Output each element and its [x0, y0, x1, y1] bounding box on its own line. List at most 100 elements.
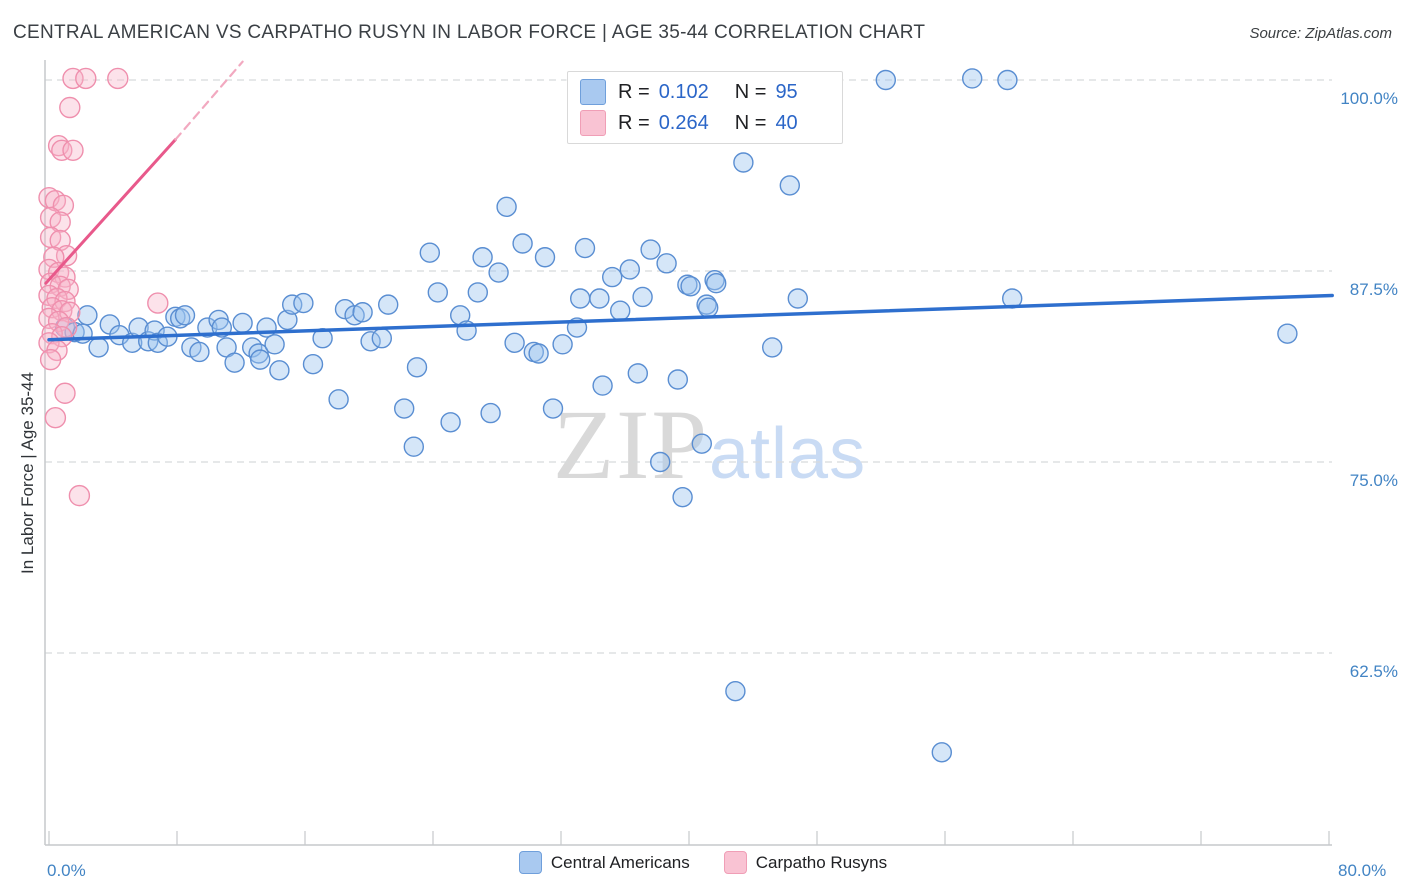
n-value: 40 — [775, 111, 798, 134]
scatter-point-central-americans — [496, 196, 517, 218]
zipatlas-watermark: ZIPatlas — [553, 395, 866, 504]
scatter-point-carpatho-rusyns — [44, 406, 67, 429]
scatter-point-central-americans — [779, 175, 800, 196]
scatter-point-central-americans — [680, 276, 701, 297]
scatter-point-central-americans — [378, 294, 399, 315]
scatter-point-central-americans — [488, 262, 509, 283]
watermark-zip: ZIP — [553, 389, 709, 500]
scatter-point-carpatho-rusyns — [68, 484, 91, 507]
x-axis-max-label: 80.0% — [1338, 861, 1387, 880]
scatter-point-central-americans — [672, 486, 693, 508]
scatter-point-carpatho-rusyns — [38, 332, 60, 354]
scatter-point-central-americans — [650, 451, 671, 473]
scatter-point-central-americans — [427, 282, 448, 303]
scatter-point-central-americans — [667, 369, 688, 390]
series-legend: Central Americans Carpatho Rusyns — [0, 851, 1406, 874]
watermark-atlas: atlas — [709, 414, 867, 494]
scatter-point-central-americans — [1277, 323, 1298, 344]
n-value: 95 — [775, 80, 798, 103]
scatter-point-central-americans — [931, 742, 952, 763]
scatter-point-carpatho-rusyns — [147, 292, 169, 314]
scatter-point-carpatho-rusyns — [62, 139, 84, 161]
page-title: CENTRAL AMERICAN VS CARPATHO RUSYN IN LA… — [13, 22, 926, 43]
y-tick-label-87-5: 87.5% — [1349, 280, 1398, 299]
correlation-legend-box: R = 0.102 N = 95 R = 0.264 N = 40 — [567, 71, 843, 144]
scatter-point-carpatho-rusyns — [51, 139, 73, 161]
scatter-point-central-americans — [328, 389, 349, 410]
scatter-point-central-americans — [574, 237, 596, 259]
scatter-point-central-americans — [419, 242, 440, 263]
scatter-point-central-americans — [875, 69, 896, 91]
scatter-point-carpatho-rusyns — [39, 348, 62, 371]
n-label: N = — [734, 111, 767, 134]
scatter-point-central-americans — [344, 305, 365, 326]
scatter-point-central-americans — [962, 68, 983, 89]
scatter-point-central-americans — [570, 288, 591, 309]
scatter-point-carpatho-rusyns — [59, 96, 81, 119]
legend-label: Central Americans — [550, 852, 690, 872]
scatter-point-central-americans — [602, 266, 623, 288]
scatter-point-central-americans — [542, 398, 564, 419]
scatter-point-central-americans — [552, 334, 573, 355]
central-american-trend — [47, 293, 1334, 342]
scatter-point-central-americans — [691, 433, 712, 454]
scatter-point-carpatho-rusyns — [54, 382, 76, 404]
scatter-point-central-americans — [109, 324, 130, 346]
scatter-point-carpatho-rusyns — [57, 278, 79, 301]
y-axis-title: In Labor Force | Age 35-44 — [18, 372, 37, 574]
scatter-point-carpatho-rusyns — [49, 211, 71, 233]
scatter-point-central-americans — [725, 681, 746, 702]
y-tick-label-75: 75.0% — [1349, 471, 1398, 490]
legend-row-central-americans: R = 0.102 N = 95 — [580, 79, 830, 105]
scatter-point-central-americans — [656, 253, 677, 274]
scatter-point-central-americans — [706, 273, 727, 294]
scatter-point-central-americans — [371, 328, 392, 349]
scatter-point-central-americans — [88, 337, 109, 358]
scatter-point-central-americans — [512, 233, 533, 254]
scatter-point-carpatho-rusyns — [51, 326, 73, 348]
r-value: 0.264 — [658, 111, 709, 134]
scatter-point-carpatho-rusyns — [62, 67, 84, 90]
r-label: R = — [618, 111, 650, 134]
scatter-point-central-americans — [610, 300, 631, 321]
scatter-point-central-americans — [277, 309, 298, 331]
scatter-point-central-americans — [440, 412, 461, 433]
scatter-point-central-americans — [394, 398, 415, 419]
y-tick-label-100: 100.0% — [1340, 89, 1398, 108]
scatter-point-central-americans — [592, 375, 613, 396]
carpatho-rusyn-trend — [44, 138, 177, 285]
legend-label: Carpatho Rusyns — [755, 852, 888, 872]
r-label: R = — [618, 80, 650, 103]
scatter-point-central-americans — [406, 357, 428, 378]
scatter-point-central-americans — [77, 305, 98, 326]
y-tick-label-62-5: 62.5% — [1349, 662, 1398, 681]
scatter-point-central-americans — [787, 288, 808, 309]
scatter-point-central-americans — [528, 343, 549, 364]
scatter-point-central-americans — [472, 247, 493, 268]
pink-series-swatch-icon — [580, 110, 606, 136]
scatter-point-carpatho-rusyns — [75, 67, 97, 90]
scatter-point-central-americans — [632, 286, 653, 308]
scatter-point-central-americans — [224, 352, 245, 373]
legend-item-carpatho-rusyns: Carpatho Rusyns — [723, 851, 888, 874]
scatter-point-central-americans — [269, 360, 290, 381]
scatter-point-central-americans — [698, 297, 719, 318]
scatter-point-central-americans — [534, 247, 556, 268]
carpatho-rusyn-trend-extension — [174, 60, 244, 141]
scatter-point-central-americans — [733, 152, 754, 173]
scatter-point-central-americans — [997, 69, 1018, 91]
x-axis-min-label: 0.0% — [47, 861, 86, 880]
scatter-point-central-americans — [504, 332, 525, 354]
scatter-point-central-americans — [232, 312, 253, 334]
scatter-point-central-americans — [589, 288, 610, 309]
scatter-point-central-americans — [403, 436, 424, 457]
blue-series-swatch-icon — [580, 79, 606, 105]
scatter-point-carpatho-rusyns — [107, 67, 129, 90]
pink-series-swatch-icon — [723, 851, 747, 874]
source-attribution: Source: ZipAtlas.com — [1249, 25, 1392, 42]
scatter-point-central-americans — [467, 282, 488, 303]
scatter-point-central-americans — [627, 363, 648, 384]
scatter-point-central-americans — [197, 317, 218, 338]
scatter-point-central-americans — [189, 341, 210, 363]
